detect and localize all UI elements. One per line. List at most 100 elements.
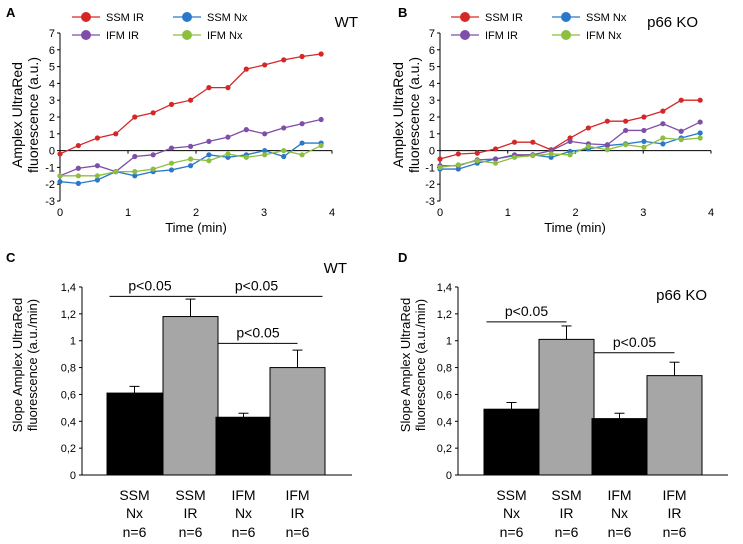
legend-label-ssm_ir: SSM IR: [106, 12, 144, 24]
data-point-ifm_ir: [299, 121, 305, 127]
data-point-ssm_nx: [281, 153, 287, 160]
x-tick-label: 4: [329, 207, 335, 219]
data-point-ifm_nx: [318, 142, 324, 149]
legend-marker-ifm_ir: [81, 30, 91, 40]
data-point-ifm_ir: [187, 143, 194, 149]
data-point-ssm_nx: [187, 163, 194, 169]
panel-b-condition: p66 KO: [647, 14, 698, 31]
y-tick-label: 0,4: [61, 416, 76, 428]
data-point-ifm_nx: [132, 169, 138, 175]
data-point-ifm_nx: [168, 160, 175, 166]
data-point-ifm_ir: [660, 121, 666, 127]
category-label-n: n=6: [232, 524, 256, 540]
panel-a-axes: -3 -2 -1 0 1 2 3 4 5 6 7 0 1 2 3 4: [45, 28, 335, 219]
legend-label-ssm_nx: SSM Nx: [586, 12, 627, 24]
data-point-ifm_ir: [641, 127, 647, 134]
category-label-n: n=6: [123, 524, 147, 540]
panel-b-letter: B: [398, 5, 407, 20]
significance-label: p<0.05: [236, 324, 279, 340]
legend-marker-ssm_ir: [460, 12, 470, 22]
data-point-ssm_ir: [511, 139, 518, 145]
y-tick-label: 7: [49, 28, 55, 40]
category-label-n: n=6: [286, 524, 310, 540]
data-point-ssm_nx: [94, 177, 100, 183]
data-point-ifm_nx: [299, 152, 305, 158]
data-point-ifm_ir: [75, 165, 81, 171]
data-point-ssm_nx: [57, 179, 63, 185]
legend-marker-ssm_ir: [81, 12, 91, 22]
y-tick-label: 1,4: [437, 282, 452, 294]
y-tick-label: 0,2: [437, 443, 452, 455]
data-point-ssm_ir: [641, 114, 647, 120]
data-point-ifm_nx: [641, 144, 647, 150]
panel-b: B p66 KO Amplex UltraRedfluorescence (a.…: [390, 5, 714, 235]
x-tick-label: 2: [193, 207, 199, 219]
y-tick-label: 4: [429, 78, 435, 90]
data-point-ifm_ir: [225, 134, 231, 140]
x-tick-label: 1: [505, 207, 511, 219]
y-tick-label: -2: [45, 179, 55, 191]
data-point-ifm_ir: [150, 152, 156, 158]
y-tick-label: 5: [429, 62, 435, 74]
y-tick-label: 0: [446, 470, 452, 482]
bar-ssm-ir: [162, 316, 219, 476]
x-tick-label: 3: [261, 207, 267, 219]
data-point-ssm_ir: [113, 131, 119, 137]
legend-marker-ssm_nx: [182, 12, 192, 22]
category-label-n: n=6: [500, 524, 524, 540]
data-point-ifm_nx: [567, 152, 573, 158]
panel-d-condition: p66 KO: [656, 287, 707, 304]
data-point-ssm_nx: [299, 140, 305, 146]
data-point-ssm_nx: [132, 173, 138, 179]
y-tick-label: 0,8: [61, 363, 76, 375]
data-point-ssm_ir: [678, 97, 684, 103]
legend-label-ssm_ir: SSM IR: [485, 12, 523, 24]
data-point-ifm_ir: [623, 127, 629, 134]
y-tick-label: 2: [429, 112, 435, 124]
y-tick-label: 5: [49, 62, 55, 74]
category-label-line1: SSM: [175, 487, 205, 503]
data-point-ssm_ir: [318, 51, 324, 57]
panel-a-series: [57, 51, 324, 186]
panel-d: D p66 KO Slope Amplex UltraRedfluorescen…: [398, 250, 728, 540]
category-label-n: n=6: [555, 524, 579, 540]
x-tick-label: 0: [57, 207, 63, 219]
significance-label: p<0.05: [128, 277, 171, 293]
data-point-ifm_nx: [262, 152, 268, 158]
data-point-ifm_nx: [530, 153, 536, 159]
data-point-ssm_nx: [75, 180, 81, 186]
panel-a-xlabel: Time (min): [165, 220, 227, 235]
panel-b-xlabel: Time (min): [544, 220, 606, 235]
data-point-ifm_nx: [511, 154, 518, 160]
y-tick-label: 0,6: [61, 389, 76, 401]
y-tick-label: 0: [70, 470, 76, 482]
bar-ssm-nx: [106, 392, 163, 476]
y-tick-label: 7: [429, 28, 435, 40]
data-point-ssm_ir: [281, 57, 287, 63]
data-point-ifm_ir: [697, 119, 703, 125]
legend-marker-ifm_nx: [561, 30, 571, 40]
data-point-ifm_nx: [585, 143, 591, 149]
data-point-ifm_nx: [492, 160, 499, 166]
data-point-ssm_ir: [474, 150, 480, 156]
category-label-n: n=6: [663, 524, 687, 540]
data-point-ifm_ir: [243, 127, 249, 133]
y-tick-label: -3: [45, 196, 55, 208]
x-tick-label: 1: [125, 207, 131, 219]
y-tick-label: 3: [429, 95, 435, 107]
category-label-line2: IR: [560, 505, 574, 521]
panel-a-ylabel-line1: Amplex UltraRedfluorescence (a.u.): [9, 57, 41, 173]
panel-b-series: [437, 97, 703, 172]
data-point-ssm_nx: [206, 152, 212, 158]
category-label-n: n=6: [608, 524, 632, 540]
y-tick-label: 1: [49, 129, 55, 141]
data-point-ssm_ir: [187, 97, 194, 103]
significance-label: p<0.05: [235, 277, 278, 293]
data-point-ssm_ir: [492, 146, 499, 152]
data-point-ifm_nx: [437, 164, 443, 170]
data-point-ifm_nx: [623, 142, 629, 148]
legend-marker-ifm_nx: [182, 30, 192, 40]
data-point-ssm_nx: [262, 148, 268, 154]
data-point-ifm_nx: [548, 151, 554, 157]
y-tick-label: 0,4: [437, 416, 452, 428]
